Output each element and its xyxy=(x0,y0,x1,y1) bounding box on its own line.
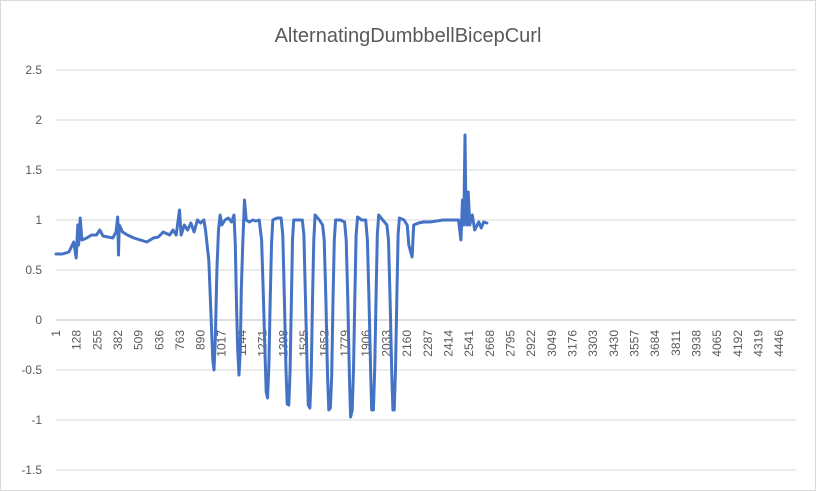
x-tick-label: 3303 xyxy=(586,330,600,357)
x-tick-label: 2795 xyxy=(504,330,518,357)
x-tick-label: 382 xyxy=(111,330,125,350)
x-tick-label: 3049 xyxy=(545,330,559,357)
x-tick-label: 1271 xyxy=(256,330,270,357)
y-tick-label: 2 xyxy=(35,113,42,127)
x-tick-label: 4192 xyxy=(731,330,745,357)
chart-title: AlternatingDumbbellBicepCurl xyxy=(275,25,542,47)
series-line xyxy=(54,133,489,419)
x-tick-label: 2160 xyxy=(400,330,414,357)
y-tick-label: -0.5 xyxy=(21,363,42,377)
x-tick-label: 2668 xyxy=(483,330,497,357)
x-axis: 1 128 255 382 509 636 763 890 1017 1144 1271 1398 15… xyxy=(49,319,796,357)
y-tick-label: 2.5 xyxy=(25,63,42,77)
x-tick-label: 2287 xyxy=(421,330,435,357)
x-tick-label: 4446 xyxy=(772,330,786,357)
x-tick-label: 3176 xyxy=(565,330,579,357)
x-tick-label: 763 xyxy=(173,330,187,350)
x-tick-label: 890 xyxy=(194,330,208,350)
x-tick-label: 128 xyxy=(70,330,84,350)
y-tick-label: 0 xyxy=(35,313,42,327)
x-tick-label: 1398 xyxy=(276,330,290,357)
x-tick-label: 3938 xyxy=(689,330,703,357)
y-tick-label: 0.5 xyxy=(25,263,42,277)
x-tick-label: 1652 xyxy=(318,330,332,357)
y-tick-label: 1 xyxy=(35,213,42,227)
x-tick-label: 1 xyxy=(49,330,63,337)
x-tick-label: 255 xyxy=(90,330,104,350)
x-tick-label: 1017 xyxy=(214,330,228,357)
series-layer xyxy=(54,133,489,419)
y-tick-label: 1.5 xyxy=(25,163,42,177)
x-tick-label: 2922 xyxy=(524,330,538,357)
x-tick-label: 2541 xyxy=(462,330,476,357)
y-tick-label: -1.5 xyxy=(21,463,42,477)
x-tick-label: 4319 xyxy=(751,330,765,357)
x-tick-label: 1525 xyxy=(297,330,311,357)
x-tick-label: 509 xyxy=(132,330,146,350)
x-tick-label: 4065 xyxy=(710,330,724,357)
x-tick-label: 3684 xyxy=(648,330,662,357)
x-tick-label: 2414 xyxy=(442,330,456,357)
gridlines xyxy=(56,69,796,471)
x-tick-label: 3557 xyxy=(627,330,641,357)
x-tick-label: 636 xyxy=(152,330,166,350)
y-tick-label: -1 xyxy=(31,413,42,427)
x-tick-label: 3811 xyxy=(669,330,683,356)
y-axis: 2.5 2 1.5 1 0.5 0 -0.5 -1 -1.5 xyxy=(21,63,42,477)
x-tick-label: 3430 xyxy=(607,330,621,357)
